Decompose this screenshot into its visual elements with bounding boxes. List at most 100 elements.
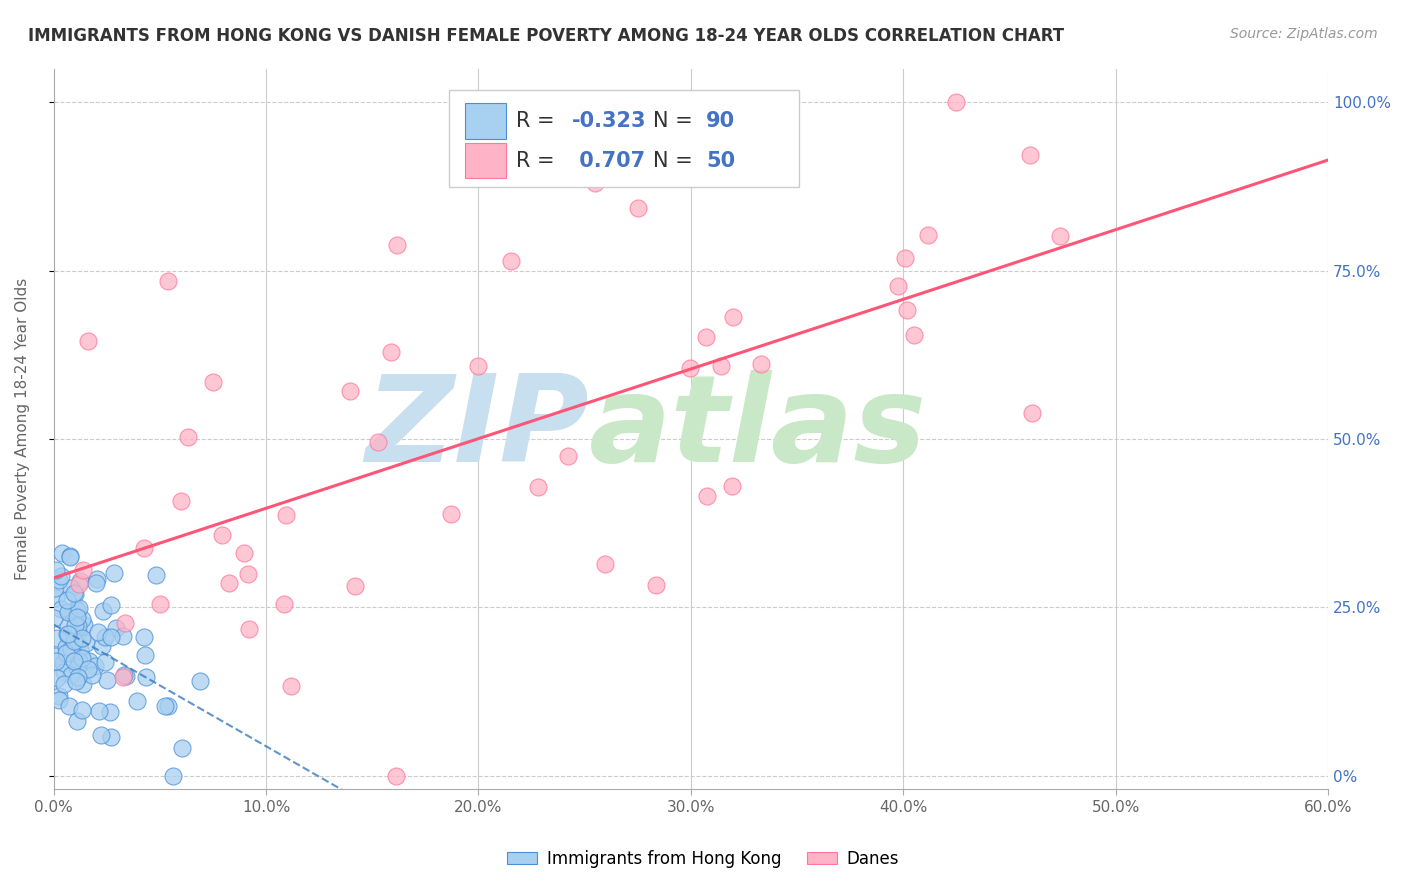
Text: Source: ZipAtlas.com: Source: ZipAtlas.com — [1230, 27, 1378, 41]
Point — [91, 639, 114, 653]
Point — [69, 642, 91, 657]
Point — [721, 310, 744, 324]
Point — [1021, 406, 1043, 420]
Point — [114, 669, 136, 683]
Point — [46, 672, 69, 686]
Text: 50: 50 — [706, 151, 735, 170]
Point — [595, 558, 617, 572]
Point — [945, 95, 967, 110]
Point — [94, 630, 117, 644]
Point — [100, 731, 122, 745]
Point — [67, 670, 90, 684]
Point — [467, 359, 489, 373]
Point — [52, 656, 75, 670]
Point — [917, 228, 939, 243]
Point — [238, 622, 260, 636]
FancyBboxPatch shape — [465, 143, 506, 178]
Point — [52, 677, 75, 691]
Point — [274, 508, 297, 523]
Point — [63, 618, 86, 632]
Point — [60, 581, 83, 595]
Point — [60, 668, 83, 682]
Point — [55, 646, 77, 660]
Point — [903, 328, 925, 343]
Point — [77, 662, 100, 676]
Point — [67, 601, 90, 615]
Point — [66, 661, 89, 675]
Point — [170, 494, 193, 508]
Point — [66, 603, 89, 617]
Point — [72, 677, 94, 691]
Y-axis label: Female Poverty Among 18-24 Year Olds: Female Poverty Among 18-24 Year Olds — [15, 277, 30, 580]
Point — [66, 610, 89, 624]
Point — [153, 699, 176, 714]
Point — [894, 251, 917, 265]
Point — [218, 575, 240, 590]
Point — [45, 631, 67, 645]
Point — [58, 698, 80, 713]
Point — [63, 587, 86, 601]
Text: ZIP: ZIP — [366, 370, 589, 487]
Point — [1019, 148, 1042, 162]
Point — [63, 634, 86, 648]
FancyBboxPatch shape — [465, 103, 506, 139]
Point — [695, 329, 717, 343]
Point — [1049, 228, 1071, 243]
Point — [380, 345, 402, 359]
Point — [56, 627, 79, 641]
Point — [112, 670, 135, 684]
Point — [52, 665, 75, 679]
Point — [44, 581, 66, 595]
Point — [77, 334, 100, 349]
Point — [114, 615, 136, 630]
Point — [49, 569, 72, 583]
Point — [70, 631, 93, 645]
Point — [70, 703, 93, 717]
Point — [60, 642, 83, 657]
Point — [233, 546, 256, 560]
Text: 0.707: 0.707 — [572, 151, 645, 170]
Point — [149, 597, 172, 611]
Point — [60, 605, 83, 619]
Point — [896, 302, 918, 317]
Point — [134, 670, 156, 684]
Point — [339, 384, 361, 398]
Text: atlas: atlas — [589, 370, 927, 487]
Point — [201, 376, 224, 390]
Point — [48, 693, 70, 707]
Point — [67, 577, 90, 591]
Point — [65, 601, 87, 615]
Point — [644, 577, 666, 591]
Point — [70, 612, 93, 626]
Point — [59, 550, 82, 565]
Point — [696, 489, 718, 503]
FancyBboxPatch shape — [449, 90, 799, 187]
Point — [84, 576, 107, 591]
Text: -0.323: -0.323 — [572, 112, 647, 131]
Point — [96, 673, 118, 687]
Point — [55, 627, 77, 641]
Point — [69, 574, 91, 589]
Point — [749, 357, 772, 371]
Point — [63, 654, 86, 668]
Point — [104, 621, 127, 635]
Point — [90, 727, 112, 741]
Point — [66, 625, 89, 640]
Point — [112, 668, 135, 682]
Text: 90: 90 — [706, 112, 735, 131]
Point — [157, 698, 180, 713]
Point — [103, 566, 125, 580]
Point — [51, 602, 73, 616]
Point — [385, 769, 408, 783]
Point — [77, 653, 100, 667]
Point — [887, 279, 910, 293]
Point — [145, 568, 167, 582]
Text: N =: N = — [652, 151, 699, 170]
Text: N =: N = — [652, 112, 699, 131]
Point — [98, 705, 121, 719]
Point — [94, 655, 117, 669]
Point — [45, 591, 67, 605]
Point — [211, 527, 233, 541]
Point — [80, 667, 103, 681]
Point — [344, 579, 367, 593]
